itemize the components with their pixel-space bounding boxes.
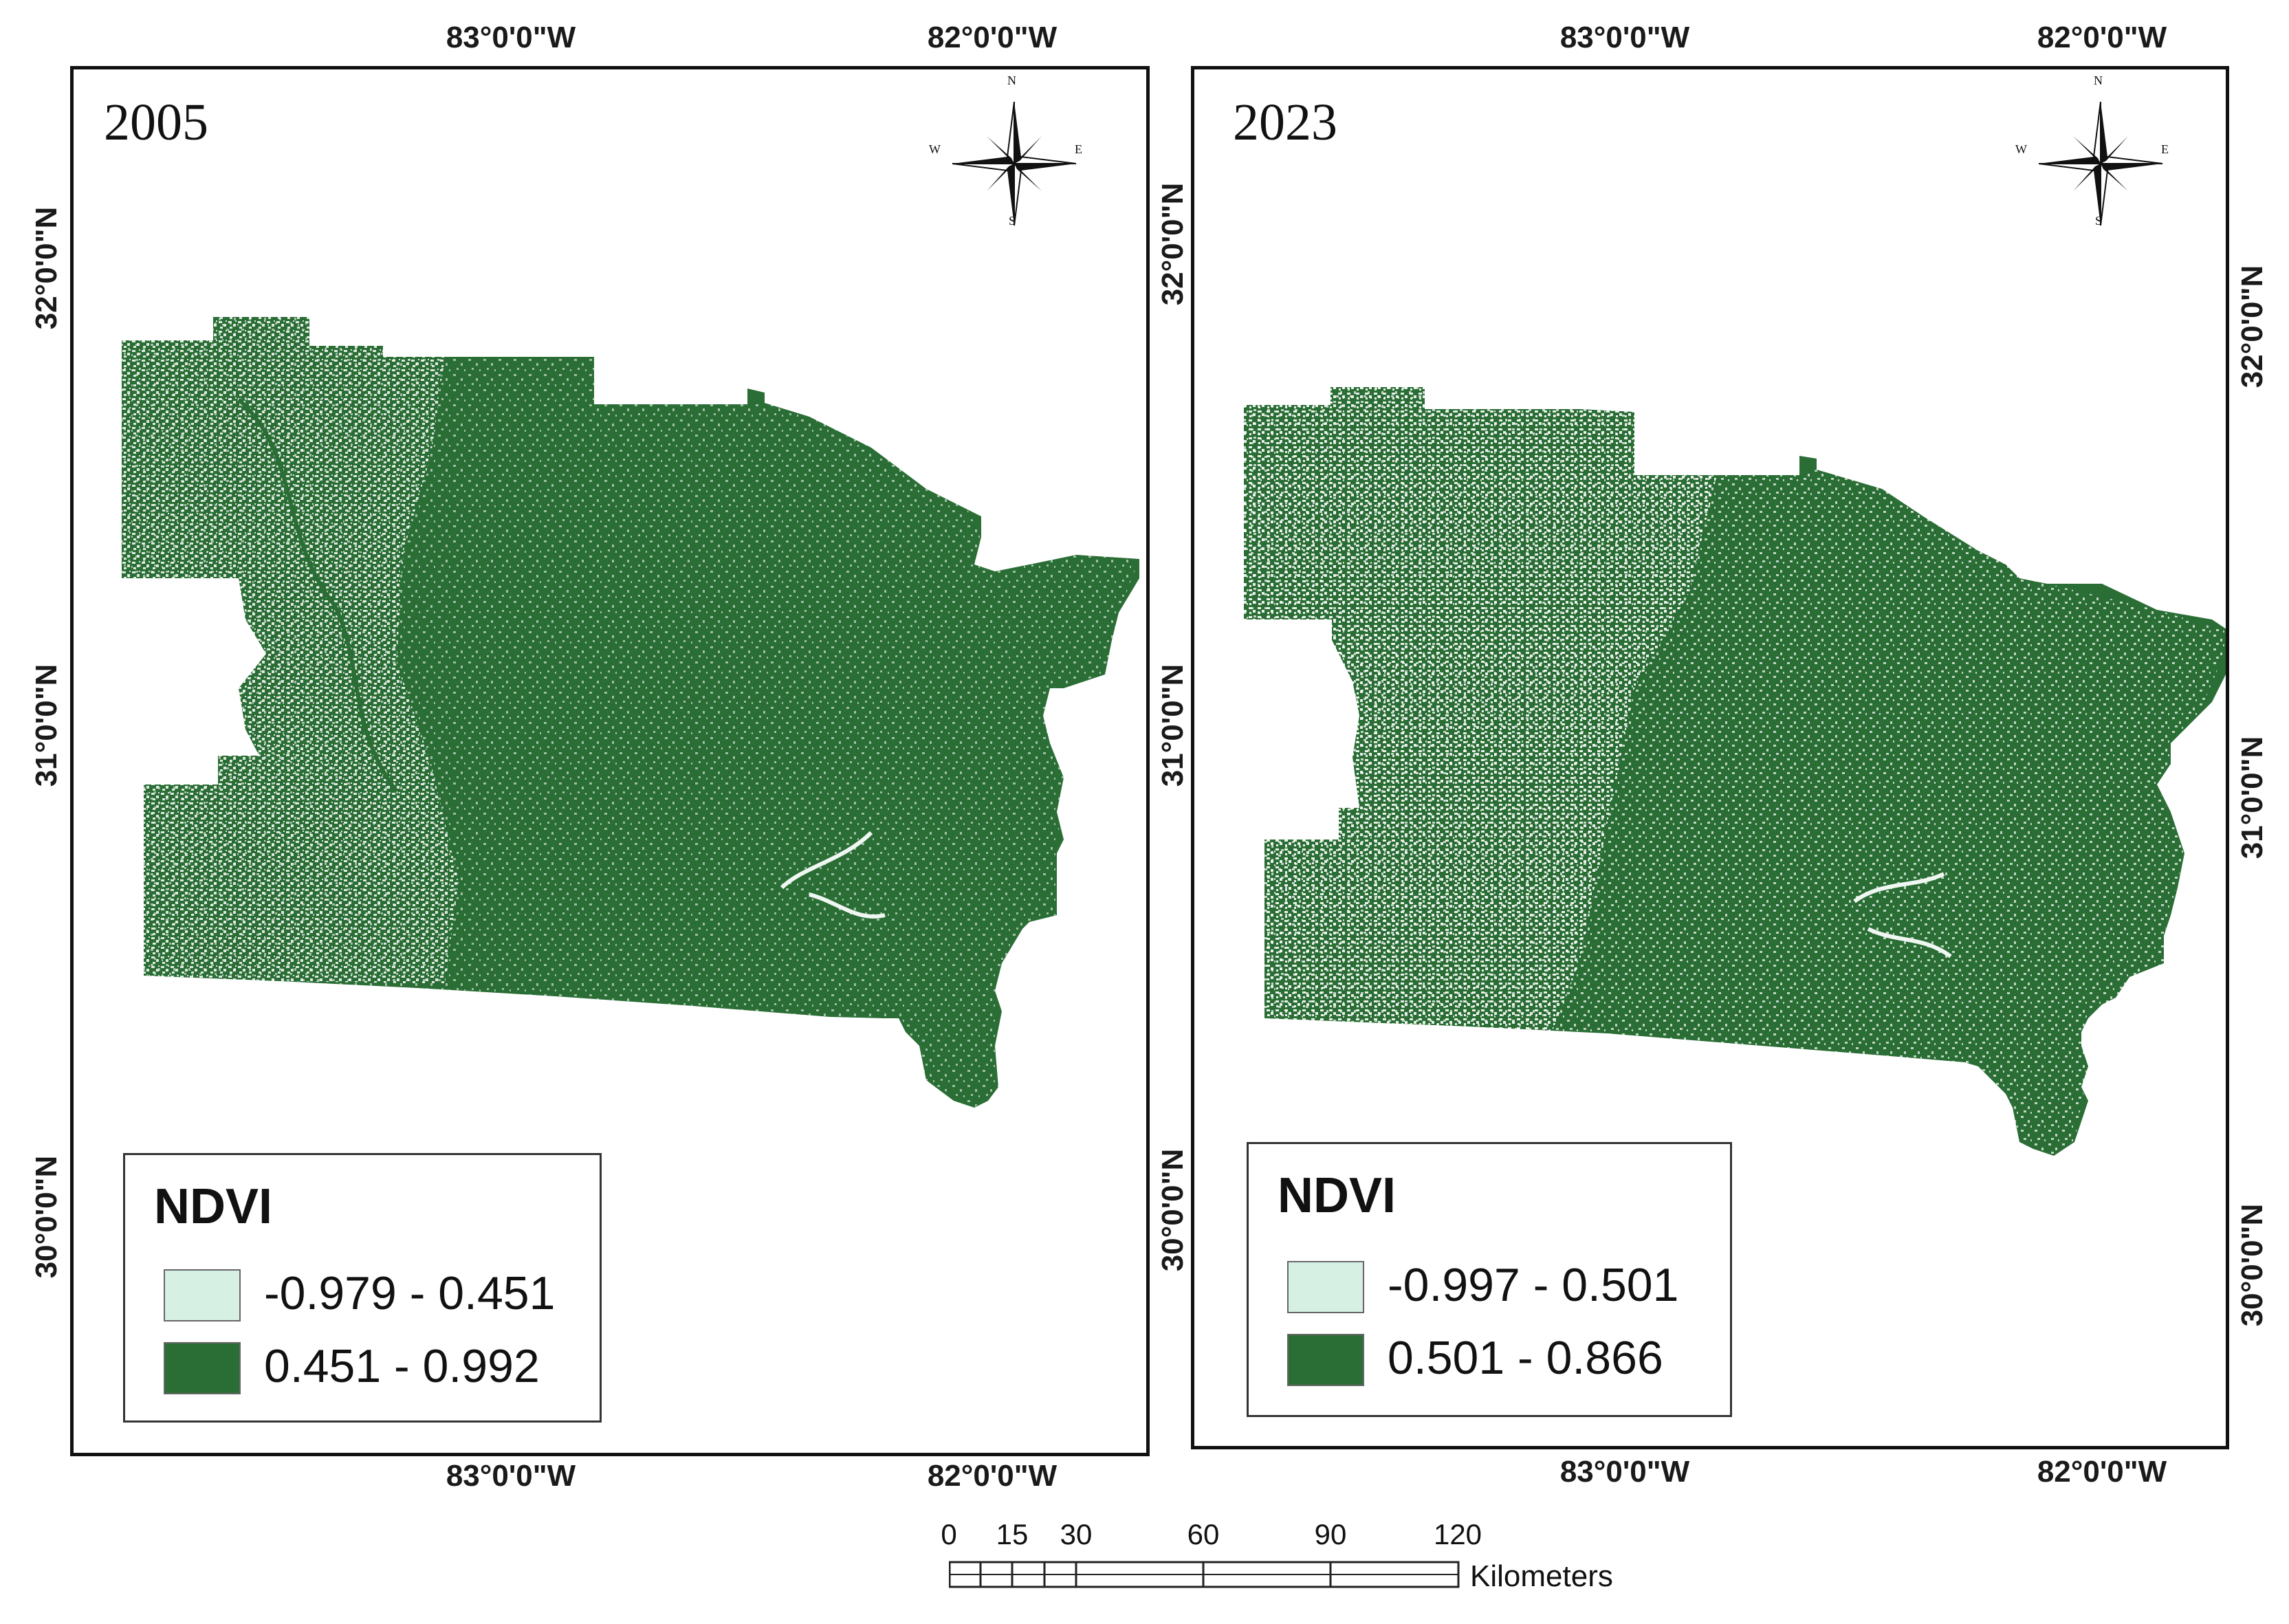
scale-tick-15: 15 xyxy=(996,1518,1029,1550)
mid-lat-label-31n: 31°0'0"N xyxy=(1156,663,1190,787)
region-shape-2023 xyxy=(1244,387,2226,1156)
compass-n-2023: N xyxy=(2094,74,2103,87)
year-label-2023: 2023 xyxy=(1233,94,1337,151)
mid-lat-label-30n: 30°0'0"N xyxy=(1156,1148,1190,1272)
legend-swatch-high-2005 xyxy=(164,1342,241,1394)
compass-n-2005: N xyxy=(1007,74,1016,87)
legend-label-high-2023: 0.501 - 0.866 xyxy=(1388,1332,1663,1384)
legend-title-2005: NDVI xyxy=(154,1179,273,1234)
legend-swatch-high-2023 xyxy=(1287,1334,1364,1386)
scale-unit: Kilometers xyxy=(1470,1559,1613,1593)
left-lat-label-30n: 30°0'0"N xyxy=(30,1155,63,1279)
compass-e-2005: E xyxy=(1075,142,1082,156)
scale-tick-30: 30 xyxy=(1060,1518,1093,1550)
year-label-2005: 2005 xyxy=(104,94,208,151)
legend-swatch-low-2005 xyxy=(164,1269,241,1321)
map-frame-2005: 2005 xyxy=(70,66,1150,1456)
bottom-lon-label-83w-right: 83°0'0"W xyxy=(1559,1455,1690,1489)
scale-tick-120: 120 xyxy=(1433,1518,1482,1550)
legend-2023: NDVI -0.997 - 0.501 0.501 - 0.866 xyxy=(1247,1142,1732,1417)
scale-bar: 0 15 30 60 90 120 Kilometers xyxy=(941,1518,1636,1601)
region-map-2005 xyxy=(122,317,1139,1108)
compass-w-2023: W xyxy=(2015,142,2027,156)
right-lat-label-30n: 30°0'0"N xyxy=(2235,1203,2269,1327)
right-lat-label-31n: 31°0'0"N xyxy=(2235,736,2269,859)
region-shape-2005 xyxy=(122,317,1139,1108)
scale-tick-0: 0 xyxy=(941,1518,957,1550)
mid-lat-label-32n: 32°0'0"N xyxy=(1156,182,1190,306)
top-lon-label-82w-right: 82°0'0"W xyxy=(2037,21,2167,54)
legend-label-low-2023: -0.997 - 0.501 xyxy=(1388,1259,1679,1311)
compass-e-2023: E xyxy=(2161,142,2169,156)
left-lat-label-31n: 31°0'0"N xyxy=(30,663,63,787)
bottom-lon-label-82w-left: 82°0'0"W xyxy=(927,1459,1058,1493)
left-lat-label-32n: 32°0'0"N xyxy=(30,206,63,330)
scale-tick-60: 60 xyxy=(1187,1518,1220,1550)
right-lat-label-32n: 32°0'0"N xyxy=(2235,265,2269,388)
bottom-lon-label-82w-right: 82°0'0"W xyxy=(2037,1455,2167,1489)
legend-2005: NDVI -0.979 - 0.451 0.451 - 0.992 xyxy=(123,1153,602,1423)
legend-swatch-low-2023 xyxy=(1287,1261,1364,1313)
map-frame-2023: 2023 xyxy=(1191,66,2229,1449)
compass-rose-icon-2023 xyxy=(2038,101,2163,226)
top-lon-label-83w-left: 83°0'0"W xyxy=(446,21,576,54)
bottom-lon-label-83w-left: 83°0'0"W xyxy=(446,1459,576,1493)
region-map-2023 xyxy=(1244,387,2226,1156)
top-lon-label-83w-right: 83°0'0"W xyxy=(1559,21,1690,54)
legend-title-2023: NDVI xyxy=(1278,1168,1397,1223)
compass-rose-icon-2005 xyxy=(952,101,1077,226)
top-lon-label-82w-left: 82°0'0"W xyxy=(927,21,1058,54)
legend-label-low-2005: -0.979 - 0.451 xyxy=(264,1267,556,1319)
legend-label-high-2005: 0.451 - 0.992 xyxy=(264,1340,540,1392)
compass-s-2023: S xyxy=(2095,214,2103,228)
compass-s-2005: S xyxy=(1009,214,1016,228)
scale-bar-graphic xyxy=(949,1561,1460,1588)
scale-tick-90: 90 xyxy=(1314,1518,1347,1550)
compass-w-2005: W xyxy=(929,142,941,156)
